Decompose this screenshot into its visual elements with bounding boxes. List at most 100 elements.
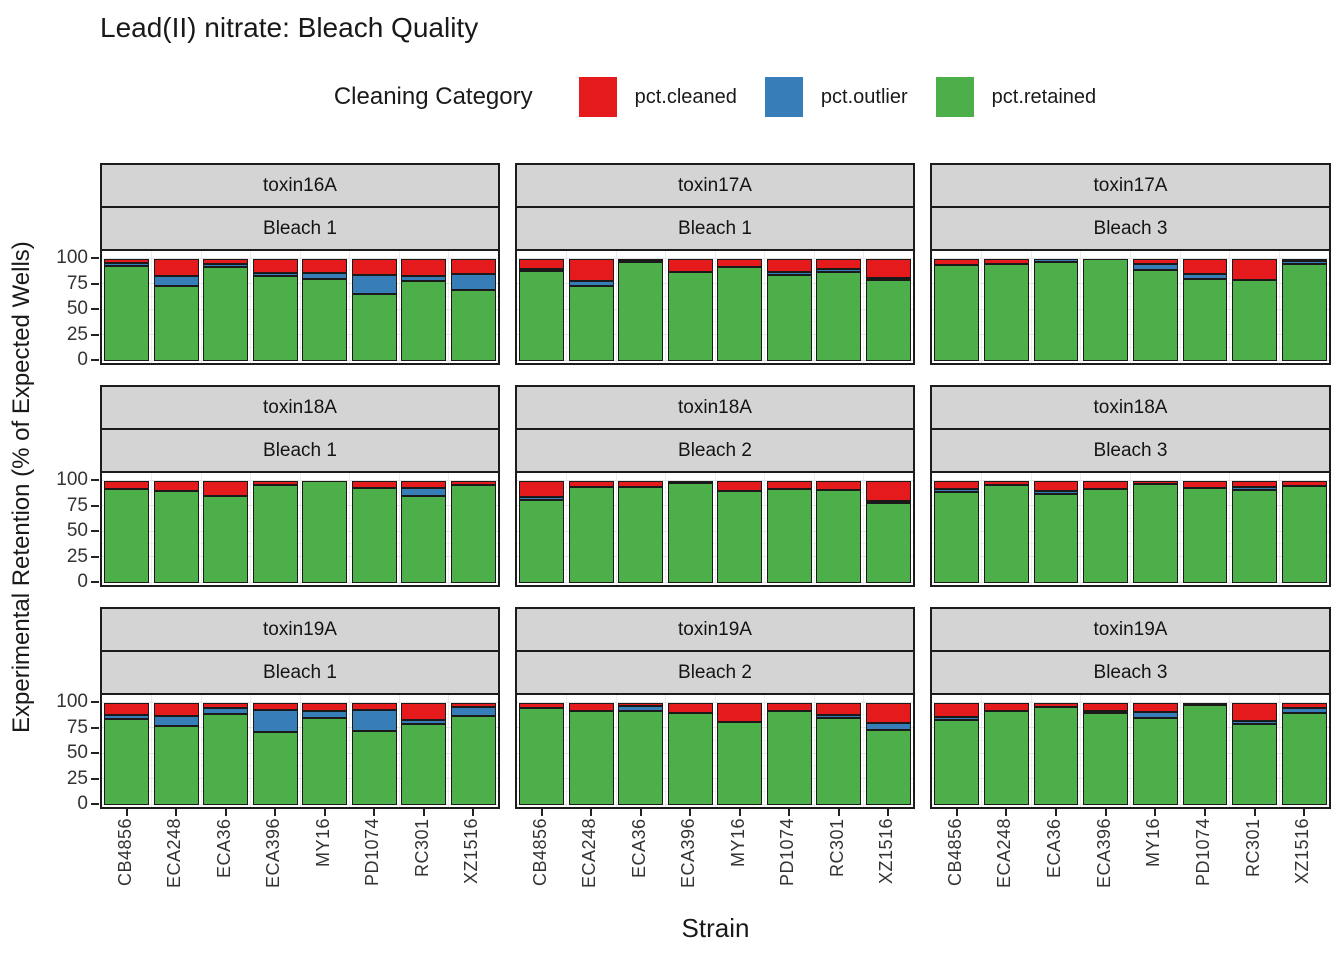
bar-segment-pct.retained xyxy=(1281,486,1327,583)
x-tick-label-CB4856: CB4856 xyxy=(529,818,550,887)
bar-segment-pct.cleaned xyxy=(934,703,980,718)
bar-segment-pct.cleaned xyxy=(104,481,150,490)
x-tick-mark xyxy=(955,809,958,816)
bar-segment-pct.retained xyxy=(351,730,397,805)
bar-segment-pct.retained xyxy=(302,481,348,583)
bar-PD1074 xyxy=(766,695,812,807)
bar-segment-pct.retained xyxy=(203,496,249,583)
bar-segment-pct.retained xyxy=(252,485,298,583)
y-tick-label-50: 50 xyxy=(66,520,88,541)
bar-segment-pct.cleaned xyxy=(450,703,496,708)
bar-ECA36 xyxy=(1033,251,1079,363)
bar-segment-pct.cleaned xyxy=(519,703,565,709)
bar-ECA36 xyxy=(203,695,249,807)
gridline-vertical xyxy=(1179,473,1181,585)
bar-segment-pct.outlier xyxy=(618,706,664,712)
y-tick-mark xyxy=(91,701,99,703)
facet-strip-bleach: Bleach 3 xyxy=(930,428,1331,473)
bar-segment-pct.retained xyxy=(519,500,565,583)
bar-XZ1516 xyxy=(450,473,496,585)
bar-ECA36 xyxy=(1033,473,1079,585)
bar-segment-pct.retained xyxy=(1232,280,1277,361)
bar-segment-pct.cleaned xyxy=(153,703,199,717)
bar-segment-pct.cleaned xyxy=(450,481,496,486)
bar-XZ1516 xyxy=(865,473,911,585)
bar-PD1074 xyxy=(351,695,397,807)
legend-swatch-retained xyxy=(935,77,974,117)
gridline-vertical xyxy=(349,473,350,585)
bar-segment-pct.retained xyxy=(568,711,614,805)
bar-segment-pct.retained xyxy=(717,722,763,805)
bar-segment-pct.cleaned xyxy=(252,481,298,486)
gridline-vertical xyxy=(813,695,815,807)
bar-MY16 xyxy=(717,695,763,807)
bar-segment-pct.retained xyxy=(1083,259,1128,361)
bar-ECA396 xyxy=(252,695,298,807)
bar-ECA36 xyxy=(618,695,664,807)
bar-segment-pct.outlier xyxy=(203,708,249,715)
gridline-vertical xyxy=(813,473,815,585)
bar-segment-pct.cleaned xyxy=(203,259,249,265)
facet-toxin18A-Bleach-2: toxin18A Bleach 2 xyxy=(515,385,915,587)
bar-segment-pct.cleaned xyxy=(401,481,447,489)
gridline-vertical xyxy=(665,695,666,807)
facet-strip-toxin-label: toxin17A xyxy=(1093,174,1168,196)
x-tick-label-PD1074: PD1074 xyxy=(362,818,383,887)
gridline-vertical xyxy=(151,251,152,363)
gridline-vertical xyxy=(1179,251,1181,363)
x-tick-mark xyxy=(590,809,593,816)
gridline-vertical xyxy=(299,251,301,363)
gridline-vertical xyxy=(1080,473,1082,585)
bar-segment-pct.retained xyxy=(1182,705,1228,805)
x-tick-mark xyxy=(639,809,642,816)
facet-strip-toxin: toxin18A xyxy=(515,385,915,430)
facet-strip-toxin: toxin17A xyxy=(515,163,915,208)
bar-CB4856 xyxy=(934,695,980,807)
facet-strip-bleach-label: Bleach 3 xyxy=(1093,439,1168,461)
bar-CB4856 xyxy=(104,251,150,363)
bar-segment-pct.outlier xyxy=(252,273,298,277)
bar-CB4856 xyxy=(934,473,980,585)
x-tick-mark xyxy=(472,809,475,816)
gridline-vertical xyxy=(250,473,251,585)
bar-PD1074 xyxy=(1182,251,1228,363)
gridline-vertical xyxy=(764,473,765,585)
facet-strip-bleach-label: Bleach 3 xyxy=(1093,217,1168,239)
x-tick-label-ECA248: ECA248 xyxy=(164,818,185,889)
x-tick-mark xyxy=(540,809,543,816)
gridline-vertical xyxy=(1030,251,1032,363)
bar-segment-pct.retained xyxy=(351,293,397,361)
bar-ECA248 xyxy=(153,251,199,363)
bar-segment-pct.cleaned xyxy=(865,703,911,724)
gridline-vertical xyxy=(863,251,864,363)
facet-strip-bleach-label: Bleach 2 xyxy=(678,661,752,683)
facet-strip-toxin-label: toxin18A xyxy=(263,396,337,418)
bar-ECA248 xyxy=(568,473,614,585)
bar-segment-pct.cleaned xyxy=(1232,703,1277,722)
bar-segment-pct.retained xyxy=(667,713,713,805)
bar-segment-pct.retained xyxy=(618,262,664,361)
facet-toxin19A-Bleach-2: toxin19A Bleach 2 xyxy=(515,607,915,809)
x-tick-label-RC301: RC301 xyxy=(411,818,432,877)
bar-segment-pct.cleaned xyxy=(1182,481,1228,489)
bar-segment-pct.cleaned xyxy=(401,259,447,277)
x-tick-mark xyxy=(125,809,128,816)
x-tick-mark xyxy=(1154,809,1157,816)
bar-segment-pct.retained xyxy=(934,492,980,583)
bar-ECA36 xyxy=(618,473,664,585)
y-tick-mark xyxy=(91,777,99,780)
bar-segment-pct.cleaned xyxy=(816,703,862,716)
gridline-vertical xyxy=(981,473,983,585)
facet-strip-bleach: Bleach 1 xyxy=(100,428,500,473)
facet-panel-toxin17A-Bleach-3 xyxy=(930,249,1331,365)
facet-toxin18A-Bleach-3: toxin18A Bleach 3 xyxy=(930,385,1331,587)
facet-strip-bleach: Bleach 2 xyxy=(515,650,915,695)
bar-segment-pct.retained xyxy=(1182,279,1228,361)
bar-segment-pct.cleaned xyxy=(568,703,614,712)
x-tick-label-ECA248: ECA248 xyxy=(994,818,1015,889)
y-tick-mark xyxy=(91,282,99,285)
y-tick-mark xyxy=(91,726,99,729)
gridline-vertical xyxy=(200,251,202,363)
bar-RC301 xyxy=(401,251,447,363)
bar-ECA396 xyxy=(1083,251,1128,363)
